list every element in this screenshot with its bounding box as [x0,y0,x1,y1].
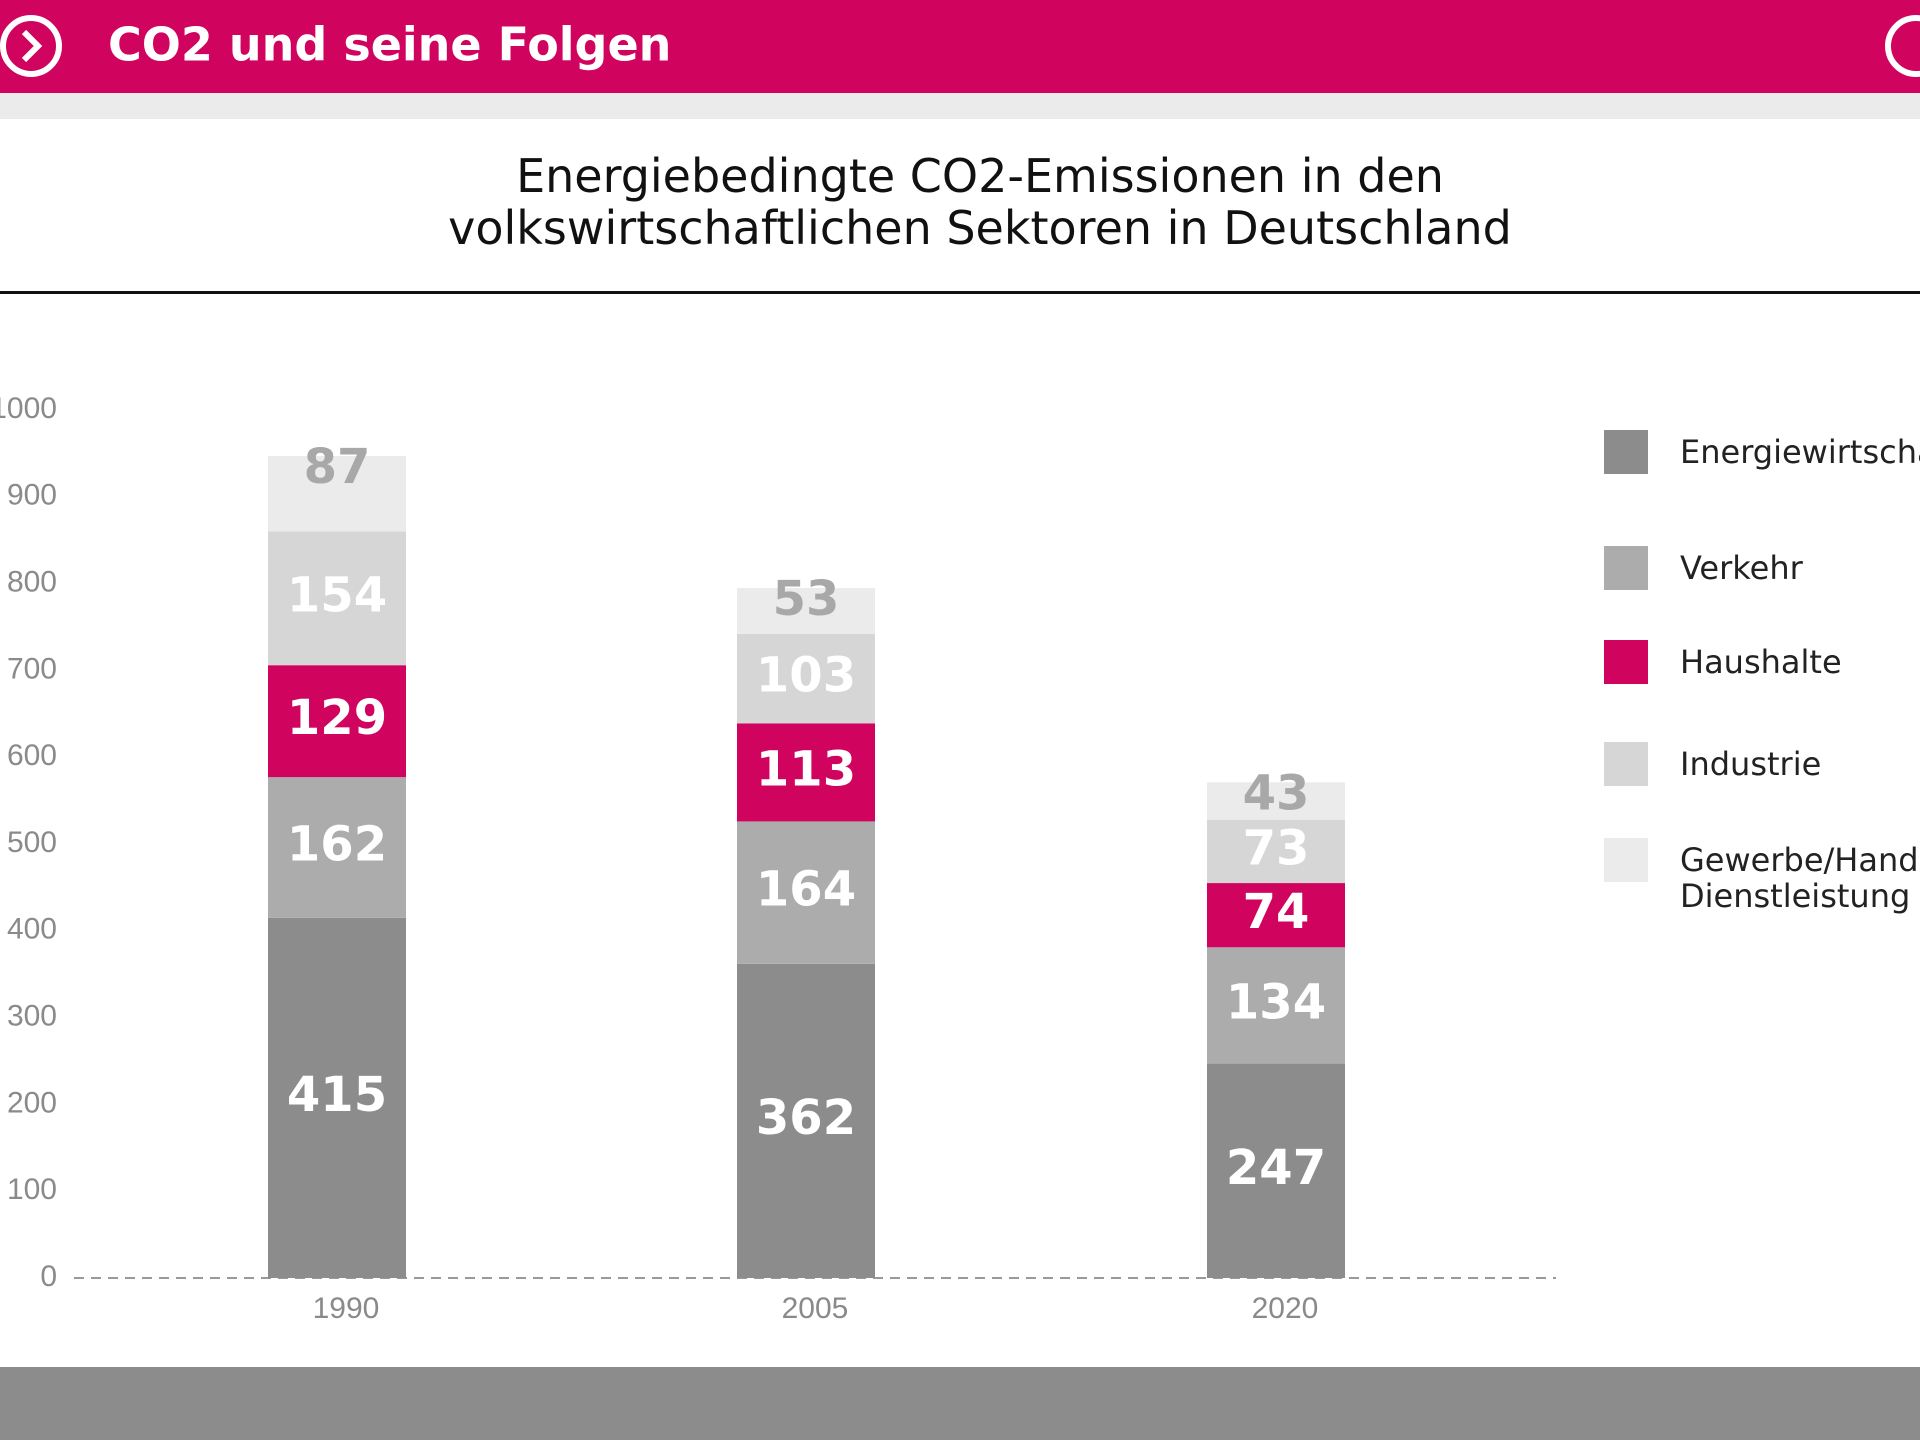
y-tick-label: 0 [40,1260,57,1293]
back-chevron [21,29,43,63]
legend-swatch [1604,742,1648,786]
bar-segment [737,723,875,822]
data-label: 247 [1226,1140,1326,1196]
back-icon[interactable] [0,15,62,77]
y-tick-label: 500 [7,826,57,859]
data-label: 362 [756,1090,856,1146]
y-tick-label: 600 [7,739,57,772]
legend-swatch [1604,430,1648,474]
legend-item: Industrie [1604,742,1920,786]
bar-segment [268,531,406,666]
bar-segment [1207,782,1345,820]
data-label: 164 [756,862,856,918]
legend-swatch [1604,546,1648,590]
y-tick-label: 1000 [0,392,57,425]
bar-segment [737,587,875,634]
header-title: CO2 und seine Folgen [108,18,671,72]
legend-item: Haushalte [1604,640,1920,684]
data-label: 73 [1243,820,1310,876]
data-label: 103 [756,648,856,704]
bar-segment [268,456,406,532]
data-label: 113 [756,741,856,797]
data-label: 43 [1243,765,1310,821]
y-tick-label: 800 [7,566,57,599]
legend-label: Haushalte [1680,643,1842,681]
bar-segment [737,633,875,724]
bar-segment [737,963,875,1278]
footer-bar [0,1367,1920,1440]
data-label: 129 [287,690,387,746]
bar-segment [1207,819,1345,884]
legend-label: Verkehr [1680,549,1803,587]
legend-label: Industrie [1680,745,1822,783]
title-box: Energiebedingte CO2-Emissionen in den vo… [448,150,1512,255]
y-tick-label: 100 [7,1173,57,1206]
x-tick-label: 2005 [782,1292,849,1325]
x-tick-label: 2020 [1252,1292,1319,1325]
bar-segment [1207,883,1345,948]
legend-item: Verkehr [1604,546,1920,590]
header-bar [0,0,1920,93]
bar-segment [737,821,875,964]
y-tick-label: 200 [7,1086,57,1119]
data-label: 87 [304,439,371,495]
data-label: 415 [287,1067,387,1123]
y-tick-label: 700 [7,652,57,685]
title-rule [0,291,1920,294]
legend-item: Gewerbe/Handel/ Dienstleistung [1604,838,1920,914]
globe-icon[interactable] [1885,15,1920,77]
legend-swatch [1604,640,1648,684]
legend-label: Energiewirtschaft [1680,433,1920,471]
y-tick-label: 900 [7,479,57,512]
x-tick-label: 1990 [313,1292,380,1325]
header-strip [0,93,1920,119]
bar-segment [268,917,406,1278]
bar-segment [268,777,406,918]
y-tick-label: 400 [7,913,57,946]
chart-title: Energiebedingte CO2-Emissionen in den vo… [448,150,1512,255]
legend-label: Gewerbe/Handel/ Dienstleistung [1680,841,1920,915]
data-label: 162 [287,816,387,872]
bar-segment [1207,1063,1345,1278]
data-label: 154 [287,567,387,623]
data-label: 134 [1226,974,1326,1030]
legend-swatch [1604,838,1648,882]
legend-item: Energiewirtschaft [1604,430,1920,474]
data-label: 74 [1243,884,1310,940]
y-tick-label: 300 [7,1000,57,1033]
bar-segment [268,665,406,778]
bar-segment [1207,947,1345,1064]
data-label: 53 [773,571,840,627]
